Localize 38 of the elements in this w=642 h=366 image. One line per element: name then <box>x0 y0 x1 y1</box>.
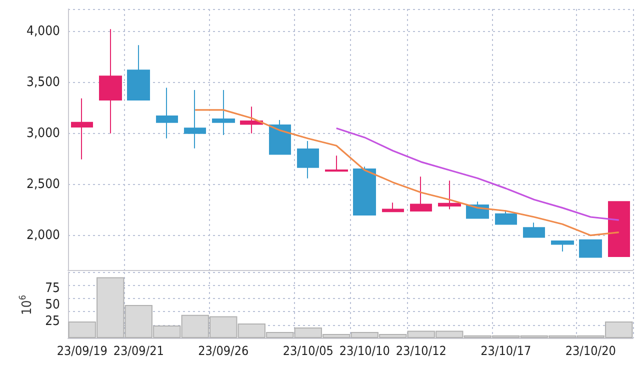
candlestick <box>353 166 376 216</box>
y-axis-title: 106 <box>18 294 36 316</box>
candlestick <box>127 44 150 101</box>
candlestick <box>184 90 206 149</box>
y-tick-label: 75 <box>45 281 60 296</box>
candlestick <box>608 201 630 258</box>
candlestick <box>438 180 461 210</box>
candlestick <box>523 222 545 238</box>
y-tick-label: 50 <box>45 298 60 312</box>
candlestick <box>212 90 235 136</box>
y-tick-label: 3,000 <box>26 126 60 141</box>
candlestick <box>240 106 263 134</box>
candlestick <box>495 210 517 225</box>
y-tick-label: 2,000 <box>26 228 60 243</box>
x-tick-label: 23/10/12 <box>396 343 446 358</box>
line-series <box>194 109 620 236</box>
x-tick-label: 23/10/20 <box>565 343 616 358</box>
y-tick-label: 4,000 <box>26 24 60 39</box>
candlestick <box>71 98 93 160</box>
candlestick <box>551 240 574 252</box>
y-tick-label: 3,500 <box>26 74 60 90</box>
y-tick-label: 25 <box>45 314 60 329</box>
x-tick-label: 23/09/19 <box>56 343 108 358</box>
candlestick <box>382 202 404 212</box>
candlestick <box>297 140 319 179</box>
candlestick <box>579 239 602 258</box>
x-tick-label: 23/09/21 <box>113 343 164 358</box>
y-tick-label: 2,500 <box>26 176 60 192</box>
x-tick-label: 23/10/10 <box>339 343 390 358</box>
candlestick <box>325 155 348 172</box>
x-tick-label: 23/09/26 <box>198 343 249 358</box>
x-tick-label: 23/10/05 <box>282 343 334 358</box>
x-tick-label: 23/10/17 <box>480 343 532 358</box>
line-series <box>336 127 620 221</box>
candlestick <box>99 28 122 134</box>
candlestick <box>269 120 291 155</box>
candlestick <box>156 87 178 139</box>
candlestick <box>410 176 432 212</box>
